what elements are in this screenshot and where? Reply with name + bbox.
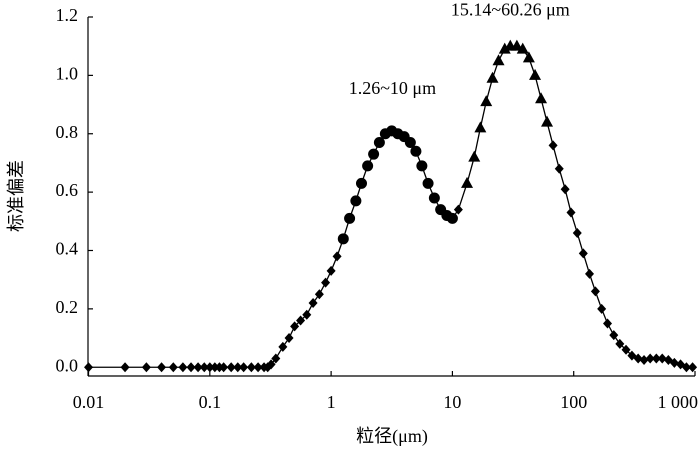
diamond-marker	[645, 353, 655, 364]
diamond-marker	[84, 362, 94, 373]
diamond-marker	[603, 318, 613, 329]
diamond-marker	[205, 362, 215, 373]
y-tick-label: 0.6	[56, 180, 79, 200]
diamond-marker	[157, 362, 167, 373]
diamond-marker	[590, 286, 600, 297]
diamond-marker	[233, 362, 243, 373]
diamond-marker	[578, 248, 588, 259]
triangle-marker	[461, 176, 474, 188]
diamond-marker	[633, 353, 643, 364]
annotation: 15.14~60.26 μm	[451, 0, 570, 19]
circle-marker	[446, 212, 458, 224]
circle-marker	[410, 145, 422, 157]
circle-marker	[373, 137, 385, 149]
diamond-marker	[554, 163, 564, 174]
x-tick-label: 1 000	[658, 392, 699, 412]
triangle-marker	[516, 42, 529, 54]
diamond-marker	[168, 362, 178, 373]
diamond-marker	[271, 353, 281, 364]
diamond-marker	[639, 354, 649, 365]
diamond-marker	[141, 362, 151, 373]
diamond-marker	[669, 357, 679, 368]
diamond-marker	[453, 204, 463, 215]
triangle-marker	[480, 95, 493, 107]
diamond-marker	[278, 341, 288, 352]
diamond-marker	[566, 207, 576, 218]
diamond-marker	[302, 309, 312, 320]
diamond-marker	[321, 277, 331, 288]
y-tick-label: 0.4	[56, 239, 79, 259]
diamond-marker	[296, 315, 306, 326]
diamond-marker	[609, 330, 619, 341]
diamond-marker	[219, 362, 229, 373]
diamond-marker	[560, 184, 570, 195]
diamond-marker	[246, 362, 256, 373]
diamond-marker	[688, 362, 698, 373]
circle-marker	[428, 192, 440, 204]
diamond-marker	[681, 362, 691, 373]
circle-marker	[355, 177, 367, 189]
diamond-marker	[266, 359, 276, 370]
diamond-marker	[178, 362, 188, 373]
diamond-marker	[597, 303, 607, 314]
x-tick-label: 0.1	[199, 392, 222, 412]
diamond-marker	[253, 362, 263, 373]
diamond-marker	[239, 362, 249, 373]
x-tick-label: 1	[327, 392, 336, 412]
diamond-marker	[290, 321, 300, 332]
diamond-marker	[193, 362, 203, 373]
circle-marker	[404, 137, 416, 149]
x-axis-label: 粒径(μm)	[356, 426, 428, 447]
x-tick-label: 100	[560, 392, 587, 412]
diamond-marker	[210, 362, 220, 373]
diamond-marker	[326, 265, 336, 276]
diamond-marker	[308, 298, 318, 309]
annotation: 1.26~10 μm	[349, 78, 436, 98]
triangle-marker	[529, 68, 542, 80]
diamond-marker	[120, 362, 130, 373]
circle-marker	[362, 160, 374, 172]
y-tick-label: 0.0	[56, 355, 79, 375]
y-axis-label: 标准偏差	[6, 160, 26, 232]
circle-marker	[344, 212, 356, 224]
y-tick-label: 1.2	[56, 5, 79, 25]
diamond-marker	[621, 344, 631, 355]
circle-marker	[416, 160, 428, 172]
diamond-marker	[572, 227, 582, 238]
diamond-marker	[199, 362, 209, 373]
circle-marker	[422, 177, 434, 189]
triangle-marker	[486, 71, 499, 83]
x-tick-label: 10	[443, 392, 461, 412]
diamond-marker	[186, 362, 196, 373]
circle-marker	[368, 148, 380, 160]
diamond-marker	[585, 268, 595, 279]
diamond-marker	[651, 353, 661, 364]
y-tick-label: 0.2	[56, 297, 79, 317]
triangle-marker	[468, 150, 481, 162]
diamond-marker	[314, 289, 324, 300]
triangle-marker	[498, 42, 511, 54]
diamond-marker	[657, 353, 667, 364]
x-tick-label: 0.01	[73, 392, 105, 412]
y-tick-label: 1.0	[56, 63, 79, 83]
triangle-marker	[522, 51, 535, 63]
triangle-marker	[541, 115, 554, 127]
triangle-marker	[474, 121, 487, 133]
circle-marker	[337, 233, 349, 245]
diamond-marker	[226, 362, 236, 373]
diamond-marker	[332, 251, 342, 262]
diamond-marker	[548, 140, 558, 151]
triangle-marker	[535, 92, 548, 104]
y-tick-label: 0.8	[56, 122, 79, 142]
circle-marker	[350, 195, 362, 207]
diamond-marker	[284, 333, 294, 344]
triangle-marker	[492, 54, 505, 66]
diamond-marker	[615, 338, 625, 349]
